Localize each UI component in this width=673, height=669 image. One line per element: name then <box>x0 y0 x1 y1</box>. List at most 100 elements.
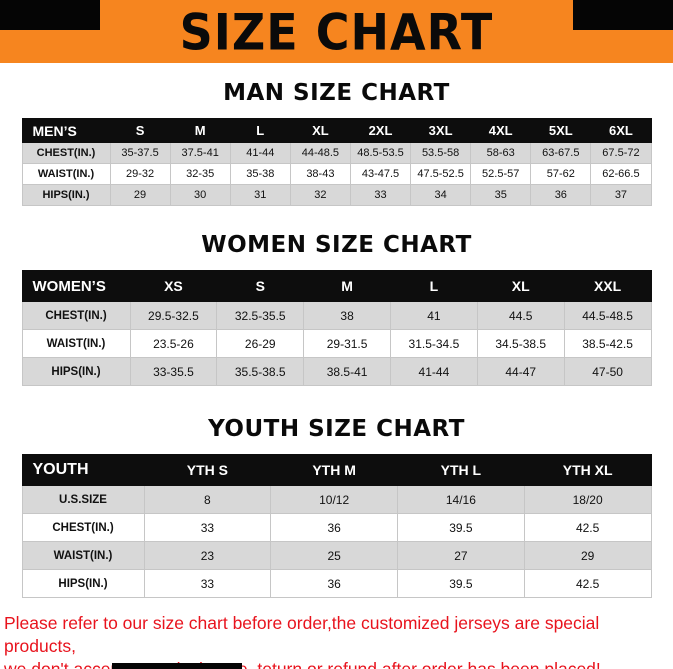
value-cell: 38-43 <box>289 163 351 185</box>
value-cell: 57-62 <box>530 163 592 185</box>
row-label: HIPS(IN.) <box>21 569 145 598</box>
value-cell: 26-29 <box>216 329 305 358</box>
value-cell: 33 <box>143 569 272 598</box>
youth-size-table: YOUTH YTH S YTH M YTH L YTH XL U.S.SIZE 8 10/12… <box>21 454 652 598</box>
size-header-cell: XL <box>289 118 351 143</box>
row-label: WAIST(IN.) <box>21 163 111 185</box>
value-cell: 42.5 <box>523 569 652 598</box>
row-label: CHEST(IN.) <box>21 513 145 542</box>
value-cell: 47-50 <box>563 357 652 386</box>
size-header-cell: YTH S <box>143 454 272 486</box>
value-cell: 39.5 <box>397 569 525 598</box>
value-cell: 29 <box>523 541 652 570</box>
value-cell: 34 <box>410 184 472 206</box>
value-cell: 41 <box>389 301 478 330</box>
value-cell: 37 <box>590 184 652 206</box>
value-cell: 30 <box>169 184 231 206</box>
top-right-black-box <box>573 0 673 30</box>
value-cell: 47.5-52.5 <box>410 163 472 185</box>
value-cell: 31.5-34.5 <box>389 329 478 358</box>
value-cell: 35-38 <box>229 163 291 185</box>
bottom-left-black-strip <box>112 663 242 669</box>
value-cell: 53.5-58 <box>410 142 472 164</box>
value-cell: 52.5-57 <box>470 163 532 185</box>
value-cell: 32 <box>289 184 351 206</box>
row-label: U.S.SIZE <box>21 485 145 514</box>
table-corner-label: YOUTH <box>21 454 145 486</box>
value-cell: 8 <box>143 485 272 514</box>
value-cell: 32.5-35.5 <box>216 301 305 330</box>
table-row: CHEST(IN.) 33 36 39.5 42.5 <box>21 513 652 542</box>
women-size-table: WOMEN’S XS S M L XL XXL CHEST(IN.) 29.5-32.5 32.5… <box>21 270 652 386</box>
value-cell: 37.5-41 <box>169 142 231 164</box>
disclaimer-line-1: Please refer to our size chart before or… <box>4 613 600 657</box>
table-corner-label: MEN’S <box>21 118 111 143</box>
table-row: HIPS(IN.) 33-35.5 35.5-38.5 38.5-41 41-44 44-… <box>21 357 652 386</box>
size-header-cell: XXL <box>563 270 652 302</box>
value-cell: 38.5-42.5 <box>563 329 652 358</box>
value-cell: 41-44 <box>389 357 478 386</box>
value-cell: 18/20 <box>523 485 652 514</box>
size-header-cell: YTH L <box>397 454 525 486</box>
value-cell: 39.5 <box>397 513 525 542</box>
size-header-cell: YTH M <box>270 454 398 486</box>
value-cell: 29.5-32.5 <box>129 301 218 330</box>
value-cell: 38 <box>303 301 391 330</box>
size-header-cell: S <box>216 270 305 302</box>
value-cell: 36 <box>270 513 398 542</box>
value-cell: 43-47.5 <box>349 163 412 185</box>
women-section-heading: WOMEN SIZE CHART <box>201 232 472 258</box>
value-cell: 44-48.5 <box>289 142 351 164</box>
size-header-cell: L <box>389 270 478 302</box>
value-cell: 27 <box>397 541 525 570</box>
value-cell: 29-31.5 <box>303 329 391 358</box>
value-cell: 33 <box>143 513 272 542</box>
size-header-cell: 6XL <box>590 118 652 143</box>
size-header-cell: XL <box>476 270 565 302</box>
size-header-cell: 3XL <box>410 118 472 143</box>
value-cell: 33 <box>349 184 412 206</box>
table-row: HIPS(IN.) 29 30 31 32 33 34 35 36 37 <box>21 184 652 206</box>
size-header-cell: L <box>229 118 291 143</box>
man-section-heading: MAN SIZE CHART <box>223 80 450 106</box>
value-cell: 63-67.5 <box>530 142 592 164</box>
size-header-cell: M <box>169 118 231 143</box>
value-cell: 35 <box>470 184 532 206</box>
value-cell: 10/12 <box>270 485 398 514</box>
value-cell: 29-32 <box>109 163 171 185</box>
value-cell: 23.5-26 <box>129 329 218 358</box>
table-row: CHEST(IN.) 29.5-32.5 32.5-35.5 38 41 44.5 44.5… <box>21 301 652 330</box>
size-header-cell: XS <box>129 270 218 302</box>
row-label: HIPS(IN.) <box>21 357 131 386</box>
value-cell: 32-35 <box>169 163 231 185</box>
table-row: WAIST(IN.) 23 25 27 29 <box>21 541 652 570</box>
value-cell: 14/16 <box>397 485 525 514</box>
size-header-cell: 5XL <box>530 118 592 143</box>
row-label: CHEST(IN.) <box>21 301 131 330</box>
value-cell: 44.5 <box>476 301 565 330</box>
value-cell: 35.5-38.5 <box>216 357 305 386</box>
youth-section-heading: YOUTH SIZE CHART <box>208 416 465 442</box>
size-header-cell: M <box>303 270 391 302</box>
value-cell: 29 <box>109 184 171 206</box>
men-size-table: MEN’S S M L XL 2XL 3XL 4XL 5XL 6XL CHEST(IN.) 35-37… <box>21 118 652 206</box>
value-cell: 36 <box>270 569 398 598</box>
table-header-row: YOUTH YTH S YTH M YTH L YTH XL <box>21 454 652 486</box>
value-cell: 58-63 <box>470 142 532 164</box>
value-cell: 36 <box>530 184 592 206</box>
table-row: HIPS(IN.) 33 36 39.5 42.5 <box>21 569 652 598</box>
value-cell: 41-44 <box>229 142 291 164</box>
table-header-row: WOMEN’S XS S M L XL XXL <box>21 270 652 302</box>
size-header-cell: YTH XL <box>523 454 652 486</box>
table-row: WAIST(IN.) 23.5-26 26-29 29-31.5 31.5-34.5 34… <box>21 329 652 358</box>
top-left-black-box <box>0 0 100 30</box>
value-cell: 44-47 <box>476 357 565 386</box>
table-row: WAIST(IN.) 29-32 32-35 35-38 38-43 43-47.5 47.… <box>21 163 652 185</box>
table-row: CHEST(IN.) 35-37.5 37.5-41 41-44 44-48.5 48.5… <box>21 142 652 164</box>
table-row: U.S.SIZE 8 10/12 14/16 18/20 <box>21 485 652 514</box>
size-header-cell: 2XL <box>349 118 412 143</box>
value-cell: 42.5 <box>523 513 652 542</box>
value-cell: 34.5-38.5 <box>476 329 565 358</box>
value-cell: 48.5-53.5 <box>349 142 412 164</box>
